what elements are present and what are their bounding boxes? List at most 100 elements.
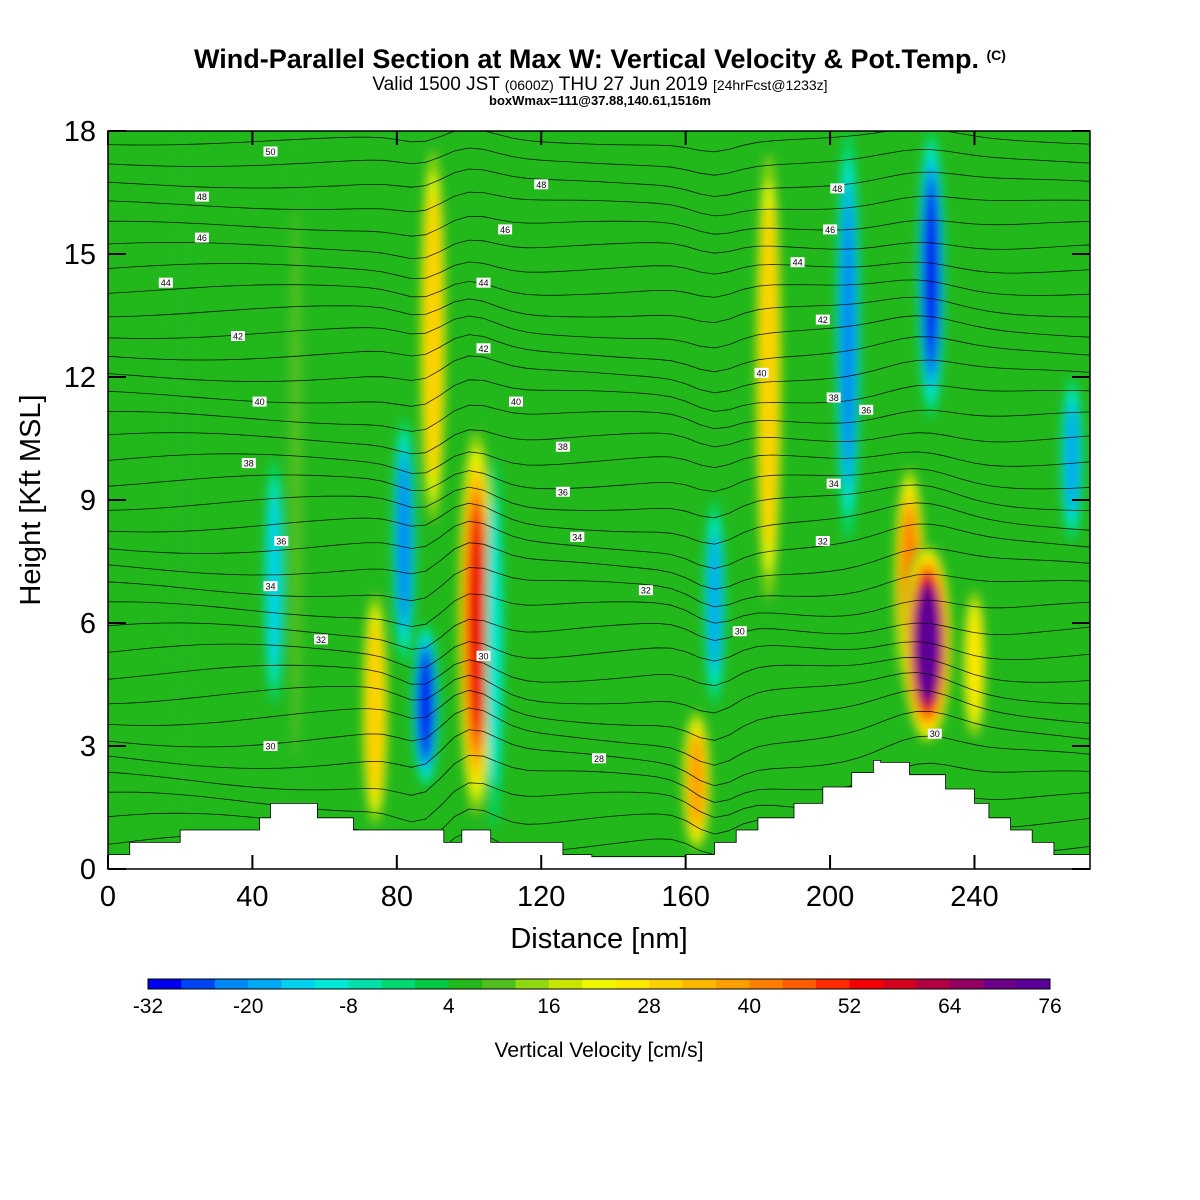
svg-text:46: 46 — [197, 233, 207, 243]
theta-label: 36 — [859, 404, 874, 415]
theta-contour — [108, 315, 1090, 349]
y-tick-label: 9 — [80, 485, 96, 517]
w-cell — [467, 508, 486, 738]
theta-label: 30 — [263, 741, 278, 752]
colorbar-swatch — [649, 979, 684, 989]
theta-label: 36 — [555, 486, 570, 497]
w-cell — [688, 735, 705, 827]
theta-label: 30 — [732, 626, 747, 637]
svg-text:30: 30 — [265, 742, 275, 752]
y-tick-label: 3 — [80, 731, 96, 763]
colorbar-swatch — [348, 979, 383, 989]
colorbar-swatch — [615, 979, 650, 989]
svg-text:48: 48 — [197, 192, 207, 202]
svg-text:30: 30 — [478, 651, 488, 661]
theta-label: 40 — [509, 396, 523, 407]
theta-contour — [108, 429, 1090, 455]
x-axis-label: Distance [nm] — [510, 923, 687, 955]
colorbar-swatch — [882, 979, 917, 989]
colorbar-frame — [147, 978, 1051, 990]
theta-label: 40 — [252, 396, 267, 407]
theta-contour — [108, 451, 1090, 474]
x-tick-label: 80 — [381, 881, 413, 913]
theta-label: 34 — [263, 581, 278, 592]
x-tick-label: 160 — [661, 881, 709, 913]
theta-label: 32 — [314, 634, 328, 645]
colorbar-swatch — [782, 979, 817, 989]
theta-contour — [108, 502, 1090, 545]
w-cell — [487, 499, 501, 788]
colorbar-swatch — [148, 979, 182, 989]
theta-contour — [108, 168, 1090, 197]
svg-text:48: 48 — [536, 180, 546, 190]
colorbar-swatch — [415, 979, 450, 989]
x-tick-label: 120 — [517, 881, 565, 913]
colorbar-label: Vertical Velocity [cm/s] — [495, 1039, 704, 1062]
theta-label: 32 — [815, 536, 830, 547]
theta-label: 50 — [263, 146, 278, 157]
svg-text:46: 46 — [500, 225, 510, 235]
theta-contour — [108, 131, 1090, 153]
theta-contour — [108, 355, 1090, 394]
theta-label: 30 — [476, 650, 491, 661]
box-wmax-info: boxWmax=111@37.88,140.61,1516m — [489, 93, 711, 108]
svg-text:36: 36 — [558, 487, 568, 497]
colorbar-swatch — [582, 979, 617, 989]
theta-contour — [108, 468, 1090, 493]
colorbar-swatch — [715, 979, 750, 989]
theta-label: 34 — [826, 478, 841, 489]
colorbar-swatch — [515, 979, 550, 989]
w-cell — [1065, 402, 1079, 516]
colorbar-tick-label: -20 — [233, 995, 263, 1018]
theta-label: 42 — [231, 331, 245, 342]
theta-contour — [108, 520, 1090, 569]
w-cell — [171, 131, 190, 849]
valid-date: THU 27 Jun 2019 — [558, 74, 708, 95]
theta-contour — [108, 215, 1090, 237]
svg-text:32: 32 — [818, 537, 828, 547]
colorbar-tick-label: -8 — [339, 995, 358, 1018]
theta-label: 44 — [158, 277, 173, 288]
colorbar-tick-label: 4 — [443, 995, 455, 1018]
svg-text:28: 28 — [594, 754, 604, 764]
theta-label: 32 — [638, 585, 653, 596]
x-tick-label: 240 — [950, 881, 998, 913]
w-cell — [924, 188, 939, 361]
theta-label: 44 — [790, 257, 805, 268]
y-tick-label: 6 — [80, 608, 96, 640]
theta-contour — [108, 754, 1090, 803]
theta-label: 48 — [194, 191, 209, 202]
theta-label-group: 50 48 46 44 42 40 38 36 34 32 30 48 46 44 42 40 38 36 34 32… — [158, 146, 942, 764]
colorbar-swatch — [248, 979, 283, 989]
theta-label: 46 — [823, 224, 838, 235]
theta-contour — [108, 334, 1090, 373]
colorbar-tick-label: 64 — [938, 995, 962, 1018]
theta-contour — [108, 689, 1090, 741]
y-tick-label: 18 — [64, 116, 96, 148]
colorbar-tick-label: 76 — [1038, 995, 1061, 1018]
colorbar-swatch — [749, 979, 784, 989]
colorbar-swatch — [1016, 979, 1051, 989]
svg-text:38: 38 — [829, 393, 839, 403]
colorbar-swatch — [548, 979, 583, 989]
colorbar-swatch — [849, 979, 884, 989]
theta-label: 48 — [534, 179, 549, 190]
svg-text:36: 36 — [861, 405, 871, 415]
y-tick-label: 12 — [64, 362, 96, 394]
colorbar-tick-label: 16 — [537, 995, 560, 1018]
svg-text:40: 40 — [756, 368, 766, 378]
svg-text:46: 46 — [825, 225, 835, 235]
colorbar: -32 -20 -8 4 16 28 40 52 64 76 — [133, 978, 1062, 1018]
w-cell — [397, 463, 411, 619]
plot-area: 50 48 46 44 42 40 38 36 34 32 30 48 46 44 42 40 38 36 34 32… — [108, 131, 1090, 869]
valid-utc: (0600Z) — [504, 77, 554, 93]
colorbar-swatch — [281, 979, 316, 989]
theta-label: 48 — [830, 183, 845, 194]
theta-contour — [108, 239, 1090, 260]
w-cell — [967, 612, 982, 716]
theta-label: 38 — [241, 458, 256, 469]
chart-title: Wind-Parallel Section at Max W: Vertical… — [0, 44, 1200, 75]
valid-time: Valid 1500 JST — [372, 74, 500, 95]
theta-label: 44 — [476, 277, 491, 288]
